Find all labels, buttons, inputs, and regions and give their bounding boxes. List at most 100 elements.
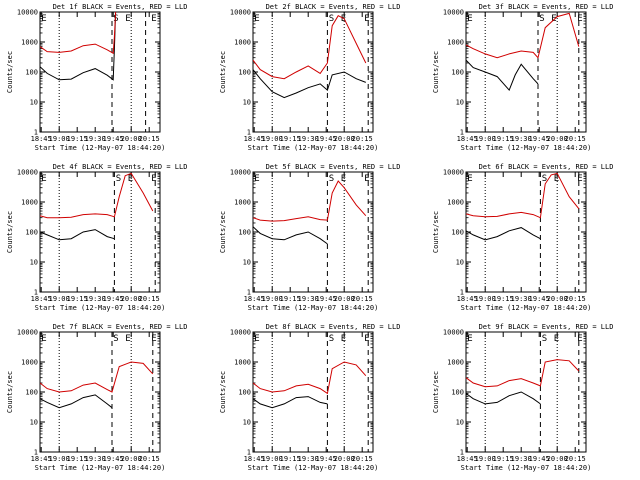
y-tick-label: 10000 bbox=[443, 9, 464, 17]
x-tick-label: 20:00 bbox=[121, 135, 142, 143]
lld-series bbox=[40, 361, 154, 393]
panel-det-4f: Det 4f BLACK = Events, RED = LLD 1 10 100 10… bbox=[6, 163, 187, 312]
x-tick-label: 19:30 bbox=[85, 295, 106, 303]
x-tick-label: 20:15 bbox=[139, 135, 160, 143]
x-tick-label: 19:30 bbox=[85, 455, 106, 463]
x-tick-label: 19:15 bbox=[493, 135, 514, 143]
panel-det-7f: Det 7f BLACK = Events, RED = LLD 1 10 100 10… bbox=[6, 323, 187, 472]
x-tick-label: 18:45 bbox=[244, 455, 265, 463]
y-tick-label: 10 bbox=[243, 259, 251, 267]
y-tick-label: 10000 bbox=[443, 329, 464, 337]
y-tick-label: 1 bbox=[34, 289, 38, 297]
x-tick-label: 18:45 bbox=[457, 135, 478, 143]
panel-det-2f: Det 2f BLACK = Events, RED = LLD 1 10 100 10… bbox=[219, 3, 400, 152]
x-tick-label: 19:00 bbox=[475, 455, 496, 463]
x-tick-label: 19:45 bbox=[316, 455, 337, 463]
plot-frame bbox=[465, 171, 587, 293]
x-tick-label: 20:15 bbox=[352, 295, 373, 303]
time-marker-label: E bbox=[467, 334, 472, 344]
x-axis-label: Start Time (12-May-07 18:44:20) bbox=[248, 464, 379, 472]
events-series bbox=[466, 391, 541, 405]
x-tick-label: 20:15 bbox=[565, 295, 586, 303]
y-tick-label: 100 bbox=[451, 69, 464, 77]
y-tick-label: 1 bbox=[460, 289, 464, 297]
y-tick-label: 10 bbox=[30, 419, 38, 427]
x-tick-label: 19:45 bbox=[529, 295, 550, 303]
x-tick-label: 18:45 bbox=[31, 455, 52, 463]
x-tick-label: 18:45 bbox=[31, 295, 52, 303]
events-series bbox=[466, 59, 539, 92]
x-tick-label: 20:15 bbox=[139, 455, 160, 463]
x-tick-label: 19:00 bbox=[49, 455, 70, 463]
panel-det-6f: Det 6f BLACK = Events, RED = LLD 1 10 100 10… bbox=[432, 163, 613, 312]
y-tick-label: 1000 bbox=[447, 199, 464, 207]
x-tick-label: 20:00 bbox=[334, 455, 355, 463]
x-tick-label: 19:30 bbox=[298, 295, 319, 303]
panel-title: Det 4f BLACK = Events, RED = LLD bbox=[53, 163, 188, 171]
x-tick-label: 19:15 bbox=[280, 455, 301, 463]
y-tick-label: 10 bbox=[456, 419, 464, 427]
y-tick-label: 1000 bbox=[21, 199, 38, 207]
x-tick-label: 19:15 bbox=[493, 295, 514, 303]
panel-title: Det 5f BLACK = Events, RED = LLD bbox=[266, 163, 401, 171]
events-series bbox=[253, 396, 328, 409]
time-marker-label: E bbox=[125, 334, 130, 344]
panel-det-1f: Det 1f BLACK = Events, RED = LLD 1 10 100 10… bbox=[6, 3, 187, 152]
x-tick-label: 19:15 bbox=[67, 135, 88, 143]
panel-title: Det 1f BLACK = Events, RED = LLD bbox=[53, 3, 188, 11]
y-tick-label: 10 bbox=[243, 419, 251, 427]
x-tick-label: 19:45 bbox=[316, 135, 337, 143]
time-marker-label: E bbox=[364, 334, 369, 344]
y-tick-label: 10 bbox=[456, 259, 464, 267]
lld-series bbox=[466, 12, 580, 59]
x-tick-label: 19:15 bbox=[67, 295, 88, 303]
plot-frame bbox=[252, 11, 374, 133]
time-marker-label: E bbox=[364, 174, 369, 184]
time-marker-label: E bbox=[254, 174, 259, 184]
y-axis-label: Counts/sec bbox=[219, 211, 227, 253]
y-tick-label: 1000 bbox=[234, 359, 251, 367]
y-tick-label: 100 bbox=[238, 389, 251, 397]
x-tick-label: 20:00 bbox=[121, 455, 142, 463]
time-marker-label: E bbox=[341, 174, 346, 184]
x-tick-label: 19:15 bbox=[280, 135, 301, 143]
y-axis-label: Counts/sec bbox=[219, 371, 227, 413]
y-tick-label: 10000 bbox=[17, 169, 38, 177]
x-axis-label: Start Time (12-May-07 18:44:20) bbox=[248, 144, 379, 152]
y-tick-label: 100 bbox=[451, 389, 464, 397]
x-tick-label: 19:15 bbox=[67, 455, 88, 463]
x-tick-label: 19:00 bbox=[49, 295, 70, 303]
time-marker-label: E bbox=[41, 334, 46, 344]
time-marker-label: E bbox=[577, 334, 582, 344]
x-tick-label: 19:45 bbox=[529, 455, 550, 463]
x-tick-label: 20:15 bbox=[352, 135, 373, 143]
x-tick-label: 19:00 bbox=[262, 135, 283, 143]
x-tick-label: 19:30 bbox=[298, 135, 319, 143]
events-series bbox=[40, 12, 117, 81]
y-tick-label: 1 bbox=[247, 289, 251, 297]
x-axis-label: Start Time (12-May-07 18:44:20) bbox=[461, 464, 592, 472]
x-tick-label: 19:45 bbox=[103, 295, 124, 303]
y-tick-label: 1 bbox=[247, 129, 251, 137]
x-tick-label: 20:00 bbox=[121, 295, 142, 303]
x-tick-label: 19:00 bbox=[475, 135, 496, 143]
lld-series bbox=[253, 361, 367, 395]
x-tick-label: 19:15 bbox=[493, 455, 514, 463]
x-tick-label: 19:00 bbox=[475, 295, 496, 303]
y-tick-label: 1000 bbox=[234, 199, 251, 207]
x-tick-label: 19:30 bbox=[511, 455, 532, 463]
y-tick-label: 100 bbox=[25, 389, 38, 397]
panel-title: Det 2f BLACK = Events, RED = LLD bbox=[266, 3, 401, 11]
time-marker-label: E bbox=[151, 174, 156, 184]
panel-title: Det 8f BLACK = Events, RED = LLD bbox=[266, 323, 401, 331]
y-axis-label: Counts/sec bbox=[432, 371, 440, 413]
x-tick-label: 18:45 bbox=[457, 295, 478, 303]
y-axis-label: Counts/sec bbox=[6, 51, 14, 93]
y-axis-label: Counts/sec bbox=[219, 51, 227, 93]
time-marker-label: E bbox=[41, 174, 46, 184]
time-marker-label: S bbox=[113, 14, 118, 24]
time-marker-label: S bbox=[539, 14, 544, 24]
x-axis-label: Start Time (12-May-07 18:44:20) bbox=[35, 304, 166, 312]
x-tick-label: 19:00 bbox=[49, 135, 70, 143]
x-tick-label: 19:45 bbox=[529, 135, 550, 143]
